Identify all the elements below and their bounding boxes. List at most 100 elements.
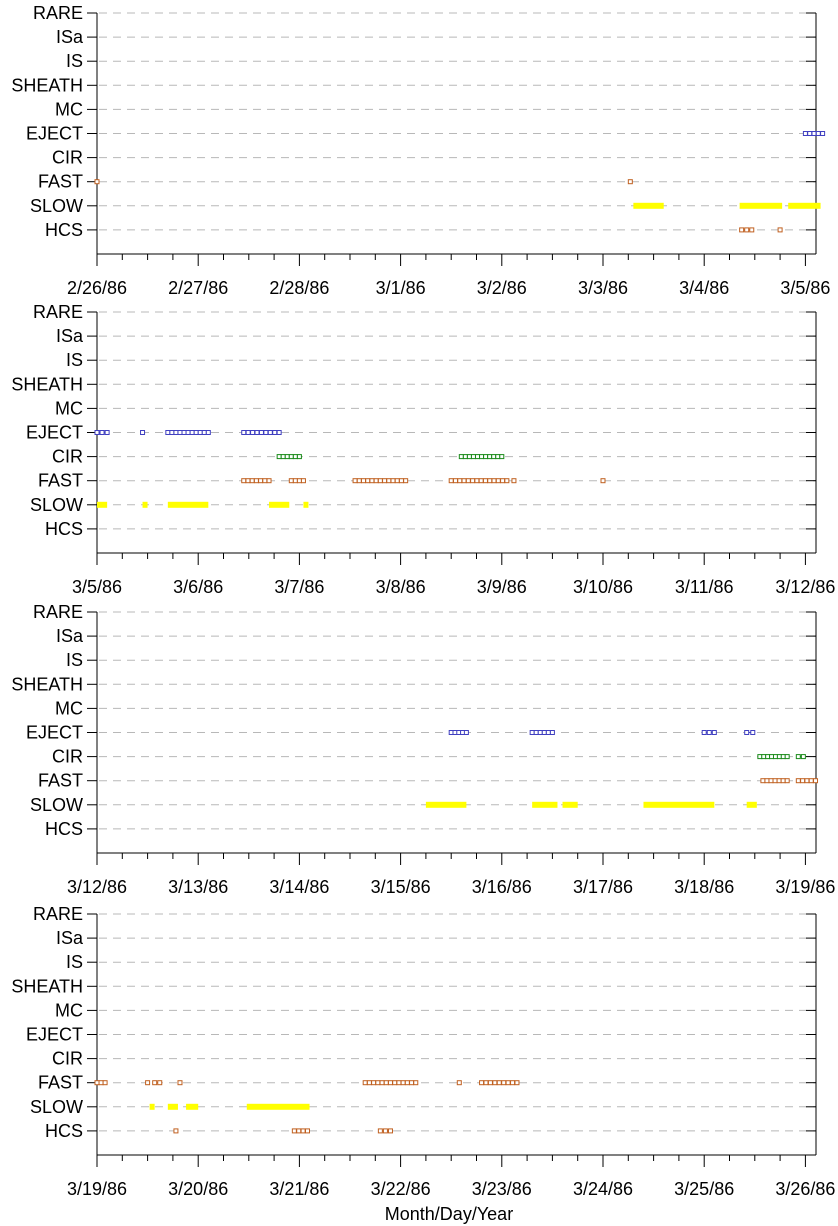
series-cir	[276, 454, 302, 460]
data-point	[288, 454, 294, 460]
data-point	[258, 430, 264, 435]
data-point	[185, 430, 191, 435]
data-point	[382, 478, 388, 484]
data-point	[470, 478, 476, 484]
data-point	[820, 131, 826, 136]
slow-bar	[167, 1103, 178, 1110]
y-tick-label: SLOW	[30, 495, 83, 515]
series-cir	[458, 454, 505, 460]
data-point	[94, 430, 100, 435]
data-point	[296, 478, 302, 484]
data-point	[249, 478, 255, 484]
y-tick-label: ISa	[56, 326, 84, 346]
y-tick-label: HCS	[45, 819, 83, 839]
data-point	[387, 1128, 393, 1134]
data-point	[765, 754, 771, 760]
y-tick-label: HCS	[45, 1121, 83, 1141]
data-point	[94, 1080, 100, 1086]
data-point	[304, 1128, 310, 1134]
x-tick-label: 3/7/86	[274, 577, 324, 597]
data-point	[784, 778, 790, 784]
series-eject	[448, 730, 469, 735]
data-point	[253, 478, 259, 484]
data-point	[173, 430, 179, 435]
y-tick-label: MC	[55, 99, 83, 119]
data-point	[300, 1128, 306, 1134]
data-point	[761, 754, 767, 760]
data-point	[470, 454, 476, 460]
data-point	[387, 1080, 393, 1086]
data-point	[474, 478, 480, 484]
data-point	[145, 1080, 151, 1086]
data-point	[245, 430, 251, 435]
series-eject	[529, 730, 555, 735]
data-point	[800, 778, 806, 784]
slow-bar	[142, 501, 148, 508]
data-point	[757, 754, 763, 760]
data-point	[496, 1080, 502, 1086]
data-point	[250, 430, 256, 435]
y-tick-label: IS	[66, 51, 83, 71]
data-point	[362, 1080, 368, 1086]
data-point	[375, 1080, 381, 1086]
x-tick-label: 3/22/86	[371, 1179, 431, 1199]
y-tick-label: HCS	[45, 220, 83, 240]
data-point	[780, 778, 786, 784]
data-point	[549, 730, 555, 735]
slow-bar	[562, 801, 578, 808]
panel-4: RARE ISa IS SHEATH MC EJECT CIR FAST SLOW HCS 3/19…	[11, 904, 835, 1199]
data-point	[776, 778, 782, 784]
data-point	[760, 778, 766, 784]
data-point	[492, 1080, 498, 1086]
x-tick-label: 3/16/86	[472, 877, 532, 897]
y-tick-label: MC	[55, 698, 83, 718]
x-tick-label: 3/1/86	[376, 278, 426, 298]
x-tick-label: 3/9/86	[477, 577, 527, 597]
data-point	[404, 1080, 410, 1086]
data-point	[360, 478, 366, 484]
data-point	[173, 1128, 179, 1134]
series-hcs	[739, 227, 755, 233]
series-fast	[94, 1080, 108, 1086]
data-point	[804, 778, 810, 784]
slow-bar	[246, 1103, 310, 1110]
y-tick-label: EJECT	[26, 423, 83, 443]
series-slow	[746, 801, 757, 808]
series-slow	[167, 1103, 178, 1110]
data-point	[157, 1080, 163, 1086]
y-tick-label: CIR	[52, 747, 83, 767]
data-point	[505, 1080, 511, 1086]
data-point	[768, 778, 774, 784]
data-point	[398, 478, 404, 484]
data-point	[772, 754, 778, 760]
slow-bar	[167, 501, 209, 508]
data-point	[409, 1080, 415, 1086]
data-point	[262, 478, 268, 484]
x-tick-label: 3/14/86	[269, 877, 329, 897]
data-point	[98, 1080, 104, 1086]
data-point	[266, 478, 272, 484]
data-point	[711, 730, 717, 735]
data-point	[394, 478, 400, 484]
series-slow	[643, 801, 715, 808]
y-tick-label: SLOW	[30, 196, 83, 216]
data-point	[276, 454, 282, 460]
data-point	[365, 478, 371, 484]
data-point	[193, 430, 199, 435]
data-point	[461, 478, 467, 484]
series-hcs	[777, 227, 783, 233]
series-fast	[627, 179, 633, 185]
x-tick-label: 3/21/86	[269, 1179, 329, 1199]
y-tick-label: RARE	[33, 904, 83, 924]
data-point	[292, 478, 298, 484]
data-point	[744, 730, 750, 735]
data-point	[386, 478, 392, 484]
chart-panels: RARE ISa IS SHEATH MC EJECT CIR FAST SLOW HCS 2/26…	[11, 3, 835, 1199]
data-point	[197, 430, 203, 435]
y-tick-label: IS	[66, 650, 83, 670]
y-tick-label: FAST	[38, 471, 83, 491]
series-fast	[511, 478, 517, 484]
data-point	[356, 478, 362, 484]
data-point	[466, 454, 472, 460]
data-point	[500, 478, 506, 484]
